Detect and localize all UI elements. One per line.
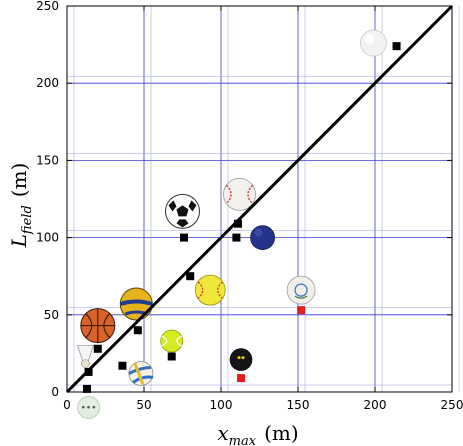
y-tick-label: 0 xyxy=(51,385,59,399)
x-tick-label: 250 xyxy=(441,398,463,412)
x-tick-label: 100 xyxy=(210,398,233,412)
data-point xyxy=(84,367,93,376)
data-point-red xyxy=(297,306,306,315)
bowling-ball-icon xyxy=(250,225,275,251)
reference-line xyxy=(65,4,454,394)
cricket-ball-icon xyxy=(286,275,316,305)
tennis-ball-icon xyxy=(160,329,184,353)
y-tick-label: 200 xyxy=(36,76,59,90)
x-tick-label: 150 xyxy=(287,398,310,412)
soccer-ball-icon xyxy=(165,193,200,229)
data-point-red xyxy=(237,374,246,383)
squash-ball-icon xyxy=(229,348,253,371)
y-tick-label: 50 xyxy=(44,308,59,322)
ball-icons: ••• xyxy=(76,29,387,419)
x-axis-label: xmax (m) xyxy=(217,421,298,446)
data-points xyxy=(83,42,401,393)
softball-icon xyxy=(194,274,226,306)
data-point xyxy=(118,361,127,370)
shuttlecock-icon xyxy=(76,345,95,368)
data-point xyxy=(83,384,92,393)
data-point xyxy=(232,233,241,242)
volleyball-icon xyxy=(128,361,154,386)
data-point xyxy=(133,326,142,335)
x-tick-label: 200 xyxy=(364,398,387,412)
data-point xyxy=(167,352,176,361)
ping-pong-ball-icon: ••• xyxy=(77,396,100,419)
svg-text:•••: ••• xyxy=(81,403,97,413)
baseball-icon xyxy=(223,177,256,211)
y-tick-label: 100 xyxy=(36,231,59,245)
data-point xyxy=(93,344,102,353)
data-point xyxy=(186,272,195,281)
data-point xyxy=(233,219,242,228)
x-tick-label: 50 xyxy=(136,398,151,412)
x-tick-label: 0 xyxy=(63,398,71,412)
handball-icon xyxy=(119,287,153,321)
plot-frame xyxy=(66,5,453,393)
data-point xyxy=(392,42,401,51)
basketball-icon xyxy=(80,308,116,344)
y-tick-label: 250 xyxy=(36,0,59,13)
data-point xyxy=(180,233,189,242)
y-axis-label: Lfield(m) xyxy=(7,163,35,249)
tick-labels: 0 50 100 150 200 250 0 50 100 150 200 250 xyxy=(36,0,463,412)
golf-ball-icon xyxy=(360,29,387,57)
y-tick-label: 150 xyxy=(36,153,59,167)
